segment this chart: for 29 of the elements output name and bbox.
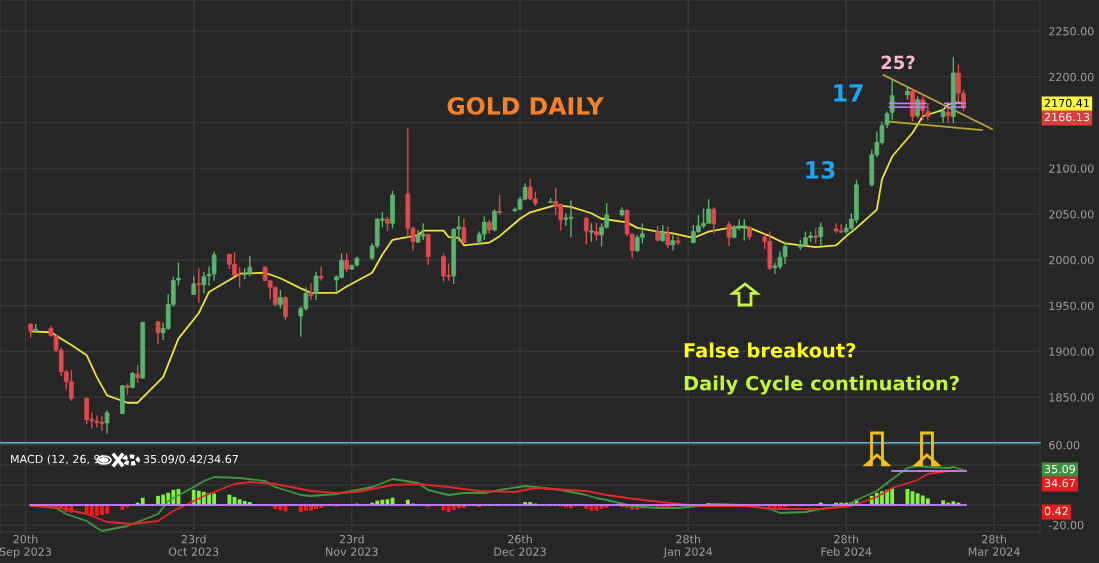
text: 35.09/0.42/34.67 — [143, 454, 238, 465]
text: 0.42 — [1044, 506, 1068, 516]
annotation: 13 — [806, 160, 835, 179]
y-tick-label: 1900.00 — [1049, 347, 1094, 356]
x-tick-label: 28th Jan 2024 — [663, 534, 713, 558]
y-tick-label: 2250.00 — [1049, 27, 1094, 36]
y-tick-label: 2100.00 — [1049, 164, 1094, 173]
x-tick-label: 28th Feb 2024 — [821, 534, 872, 556]
annotation: Daily Cycle continuation? — [684, 375, 959, 395]
y-tick-label: 2000.00 — [1049, 255, 1094, 265]
x-tick-label: 26th Dec 2023 — [494, 534, 546, 556]
text: 34.67 — [1044, 478, 1075, 488]
annotation: False breakout? — [684, 342, 856, 358]
x-tick-label: 28th Mar 2024 — [968, 534, 1020, 556]
y-tick-label: 2050.00 — [1049, 210, 1094, 219]
y-tick-label: 1850.00 — [1049, 393, 1094, 402]
y-tick-label: 2200.00 — [1049, 72, 1094, 82]
text: 2166.13 — [1044, 112, 1090, 122]
text: 35.09 — [1044, 464, 1076, 474]
annotation: 17 — [834, 84, 863, 102]
y-tick-label: 1950.00 — [1049, 301, 1094, 311]
x-tick-label: 23rd Oct 2023 — [168, 534, 219, 556]
y-tick-label: -20.00 — [1048, 520, 1084, 530]
x-tick-label: 20th Sep 2023 — [0, 534, 51, 558]
y-tick-label: 60.00 — [1049, 440, 1080, 450]
text: 2170.41 — [1044, 98, 1089, 108]
x-tick-label: 23rd Nov 2023 — [326, 534, 378, 556]
annotation: 25? — [881, 55, 915, 70]
text: GOLD DAILY — [447, 96, 604, 115]
